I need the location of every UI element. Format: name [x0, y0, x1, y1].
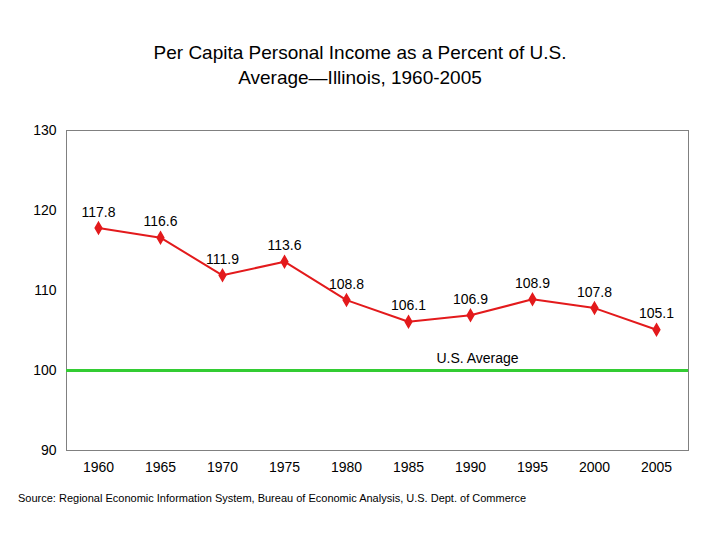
svg-text:113.6: 113.6 [268, 237, 302, 253]
svg-text:130: 130 [33, 122, 57, 138]
svg-text:1965: 1965 [145, 459, 176, 475]
svg-text:105.1: 105.1 [639, 305, 674, 321]
svg-text:108.9: 108.9 [515, 275, 550, 291]
svg-text:100: 100 [33, 362, 57, 378]
svg-text:106.9: 106.9 [453, 291, 488, 307]
html-text:Per Capita Personal Income as: Per Capita Personal Income as a Percent … [153, 42, 567, 88]
svg-text:120: 120 [33, 202, 57, 218]
svg-text:107.8: 107.8 [577, 284, 612, 300]
svg-text:116.6: 116.6 [144, 213, 178, 229]
html-text:Source: Regional Economic Info: Source: Regional Economic Information Sy… [18, 492, 527, 504]
svg-text:110: 110 [34, 282, 57, 298]
svg-text:1960: 1960 [83, 459, 114, 475]
svg-text:1985: 1985 [393, 459, 424, 475]
svg-text:108.8: 108.8 [329, 276, 364, 292]
svg-text:2005: 2005 [641, 459, 672, 475]
svg-text:U.S. Average: U.S. Average [436, 350, 518, 366]
svg-text:1995: 1995 [517, 459, 548, 475]
svg-text:90: 90 [41, 442, 57, 458]
svg-text:106.1: 106.1 [391, 297, 426, 313]
svg-text:1980: 1980 [331, 459, 362, 475]
svg-text:1990: 1990 [455, 459, 486, 475]
svg-text:2000: 2000 [579, 459, 610, 475]
svg-text:1970: 1970 [207, 459, 238, 475]
svg-text:117.8: 117.8 [82, 204, 116, 220]
svg-text:1975: 1975 [269, 459, 300, 475]
svg-text:111.9: 111.9 [206, 251, 239, 267]
